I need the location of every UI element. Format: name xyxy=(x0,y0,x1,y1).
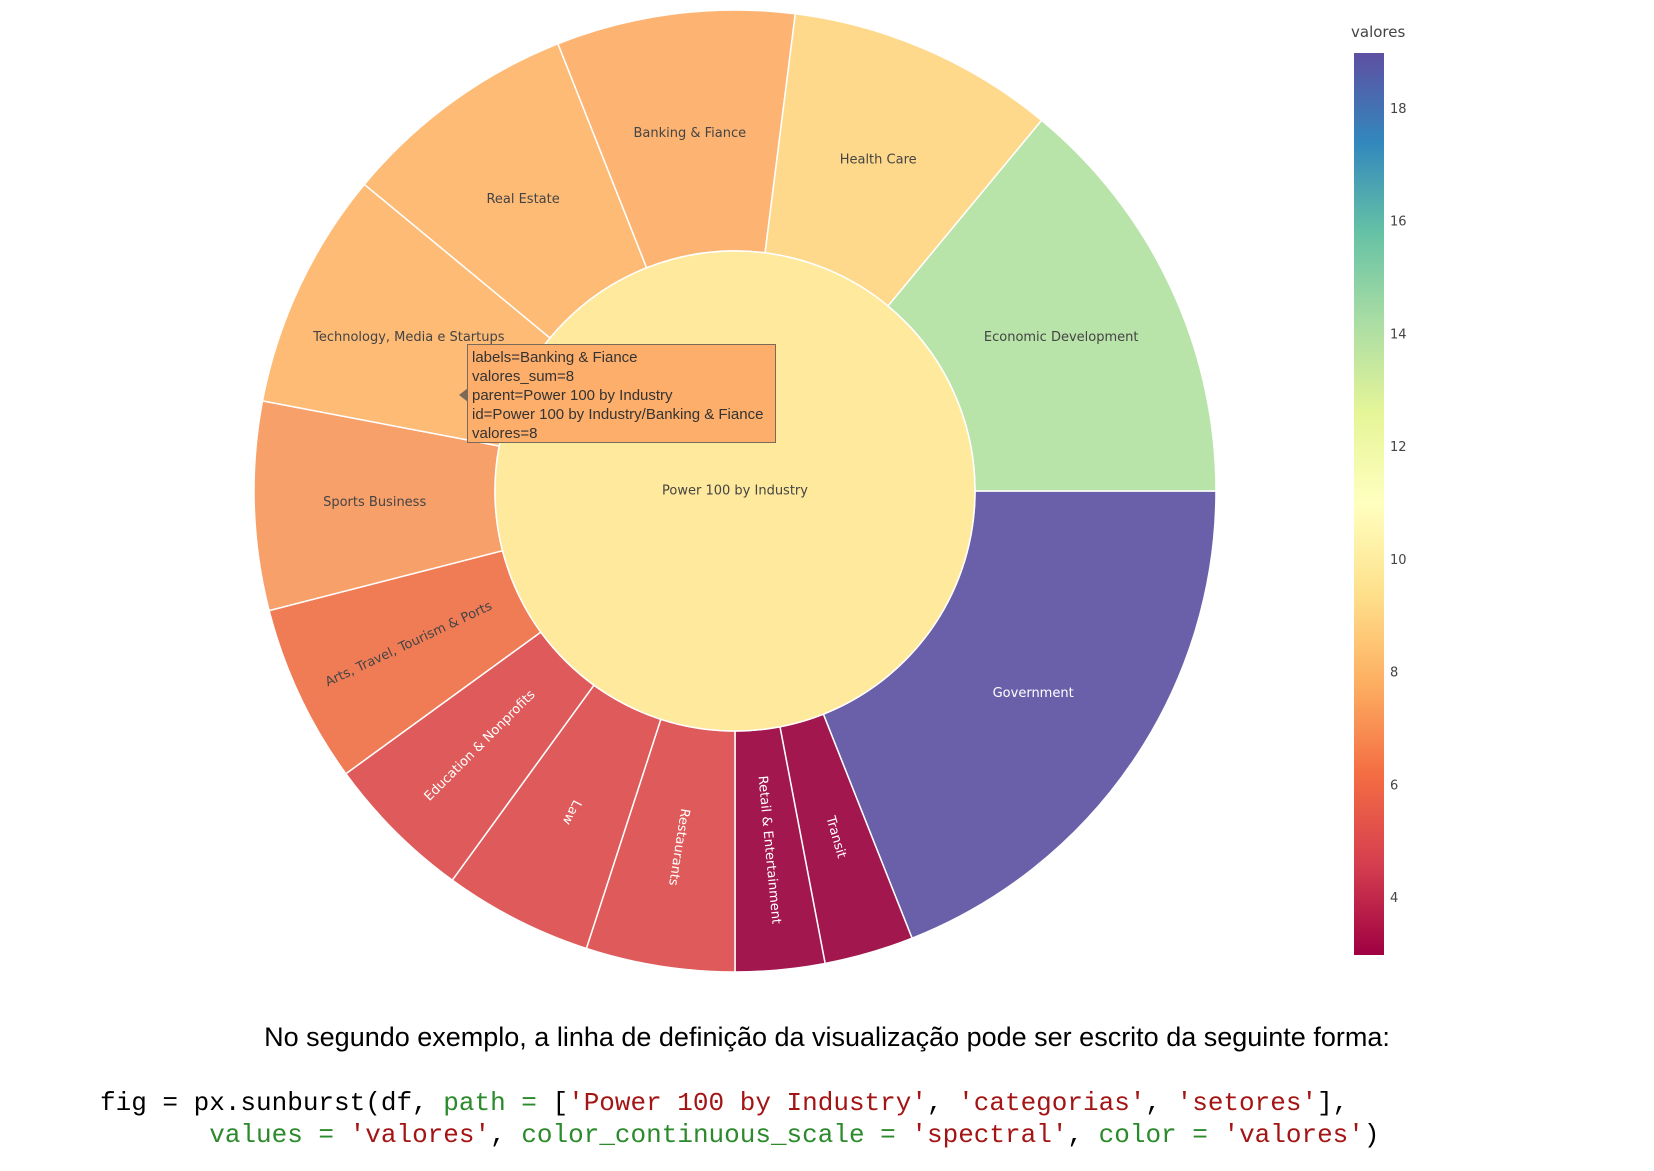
code-token: ], xyxy=(1317,1088,1349,1118)
segment-label: Health Care xyxy=(840,153,917,168)
segment-label: Technology, Media e Startups xyxy=(312,330,505,345)
code-string: 'valores' xyxy=(1223,1120,1364,1150)
code-keyword: values = xyxy=(209,1120,350,1150)
code-keyword: color_continuous_scale = xyxy=(521,1120,912,1150)
segment-label: Sports Business xyxy=(323,495,426,510)
hover-tooltip: labels=Banking & Fiance valores_sum=8 pa… xyxy=(467,344,776,443)
colorbar-tick-label: 6 xyxy=(1390,778,1398,793)
code-token: [ xyxy=(552,1088,569,1118)
code-token: , xyxy=(1145,1088,1177,1118)
code-token: fig = px.sunburst(df, xyxy=(100,1088,444,1118)
tooltip-line: parent=Power 100 by Industry xyxy=(472,387,673,404)
code-string: 'setores' xyxy=(1176,1088,1318,1118)
caption-text: No segundo exemplo, a linha de definição… xyxy=(264,1022,1390,1052)
code-string: 'spectral' xyxy=(911,1120,1068,1150)
colorbar-title: valores xyxy=(1351,23,1405,41)
colorbar-tick-label: 8 xyxy=(1390,666,1398,681)
code-string: 'valores' xyxy=(349,1120,491,1150)
root-label: Power 100 by Industry xyxy=(662,484,808,499)
code-string: 'categorias' xyxy=(958,1088,1146,1118)
colorbar-tick-label: 12 xyxy=(1390,440,1407,455)
segment-label: Government xyxy=(993,686,1074,701)
code-token: , xyxy=(1067,1120,1099,1150)
colorbar-tick-label: 4 xyxy=(1390,891,1398,906)
code-block: fig = px.sunburst(df, path = ['Power 100… xyxy=(100,1087,1380,1151)
tooltip-line: valores_sum=8 xyxy=(472,368,575,385)
segment-label: Banking & Fiance xyxy=(633,126,746,141)
colorbar-tick-label: 16 xyxy=(1390,215,1407,230)
colorbar-gradient xyxy=(1354,53,1384,955)
tooltip-line: id=Power 100 by Industry/Banking & Fianc… xyxy=(472,406,764,423)
code-token: , xyxy=(926,1088,959,1118)
code-keyword: path = xyxy=(443,1088,553,1118)
code-token: , xyxy=(490,1120,522,1150)
tooltip-line: labels=Banking & Fiance xyxy=(472,349,638,366)
colorbar-tick-label: 14 xyxy=(1390,327,1407,342)
code-indent xyxy=(100,1120,209,1150)
tooltip-line: valores=8 xyxy=(472,425,538,442)
segment-label: Economic Development xyxy=(984,330,1139,345)
code-token: ) xyxy=(1363,1120,1380,1150)
colorbar-tick-label: 10 xyxy=(1390,553,1407,568)
sunburst-root: Power 100 by Industry xyxy=(494,250,976,732)
colorbar: valores 4 6 8 10 12 14 16 18 xyxy=(1351,23,1407,955)
segment-label: Real Estate xyxy=(486,192,559,207)
code-string: 'Power 100 by Industry' xyxy=(568,1088,927,1118)
tooltip-arrow xyxy=(459,388,468,402)
code-keyword: color = xyxy=(1098,1120,1224,1150)
colorbar-tick-label: 18 xyxy=(1390,102,1407,117)
